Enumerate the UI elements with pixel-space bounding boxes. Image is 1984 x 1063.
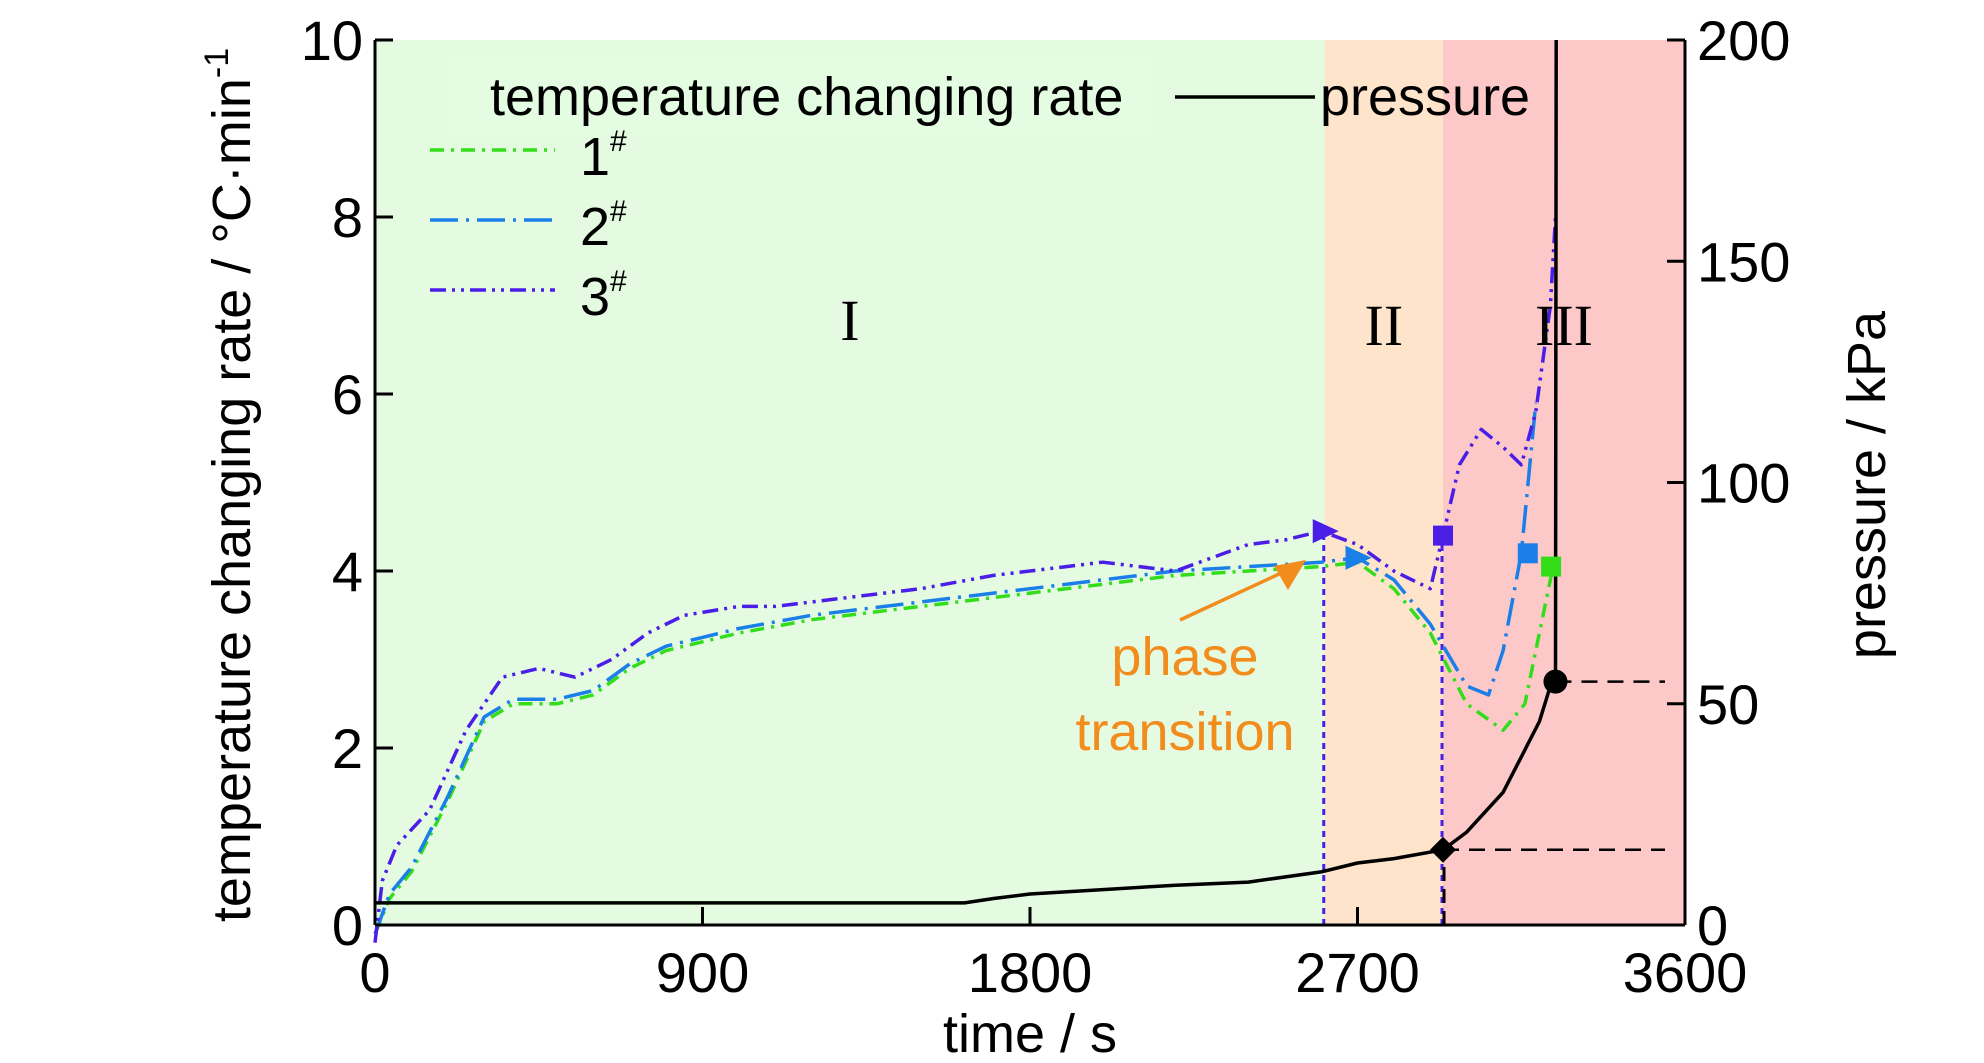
right-tick-label: 200 bbox=[1697, 9, 1790, 72]
phase-marker-3 bbox=[1312, 519, 1339, 544]
left-tick-label: 6 bbox=[332, 363, 363, 426]
right-tick-label: 100 bbox=[1697, 452, 1790, 515]
x-tick-label: 2700 bbox=[1295, 941, 1420, 1004]
x-tick-label: 0 bbox=[359, 941, 390, 1004]
series-1-line bbox=[373, 560, 1556, 935]
region-label-2: II bbox=[1365, 293, 1404, 358]
legend-pressure-label: pressure bbox=[1320, 67, 1530, 127]
left-axis-label: temperature changing rate / °C·min-1 bbox=[198, 48, 262, 922]
annotation-line-2: transition bbox=[1075, 702, 1294, 762]
legend: temperature changing rate pressure 1# 2# 3… bbox=[430, 60, 1530, 327]
x-tick-label: 1800 bbox=[968, 941, 1093, 1004]
left-tick-label: 4 bbox=[332, 540, 363, 603]
series-3-line bbox=[373, 216, 1558, 943]
left-tick-label: 10 bbox=[301, 9, 363, 72]
right-tick-label: 150 bbox=[1697, 230, 1790, 293]
pressure-marker-1 bbox=[1430, 836, 1457, 863]
region-2 bbox=[1324, 40, 1444, 925]
region-1 bbox=[375, 40, 1325, 925]
pressure-marker-2 bbox=[1543, 669, 1568, 694]
x-tick-label: 3600 bbox=[1623, 941, 1748, 1004]
region-label-1: I bbox=[840, 288, 859, 353]
left-tick-label: 8 bbox=[332, 186, 363, 249]
legend-series-1-label: 1# bbox=[580, 125, 627, 187]
region-3 bbox=[1443, 40, 1685, 925]
legend-group-title: temperature changing rate bbox=[490, 67, 1123, 127]
end-marker-3 bbox=[1433, 525, 1454, 546]
right-tick-label: 0 bbox=[1697, 894, 1728, 957]
x-axis-label: time / s bbox=[943, 1004, 1117, 1063]
phase-transition-annotation: phase transition bbox=[1075, 560, 1306, 762]
right-tick-label: 50 bbox=[1697, 673, 1759, 736]
annotation-line-1: phase bbox=[1111, 627, 1258, 687]
end-marker-2 bbox=[1517, 543, 1538, 564]
left-tick-label: 2 bbox=[332, 717, 363, 780]
legend-series-2-label: 2# bbox=[580, 195, 627, 257]
end-marker-1 bbox=[1541, 556, 1562, 577]
left-tick-label: 0 bbox=[332, 894, 363, 957]
region-label-3: III bbox=[1535, 293, 1593, 358]
phase-marker-2 bbox=[1345, 545, 1372, 570]
right-axis-label: pressure / kPa bbox=[1837, 310, 1897, 659]
series-2-line bbox=[373, 402, 1538, 935]
legend-series-3-label: 3# bbox=[580, 265, 627, 327]
x-tick-label: 900 bbox=[656, 941, 749, 1004]
